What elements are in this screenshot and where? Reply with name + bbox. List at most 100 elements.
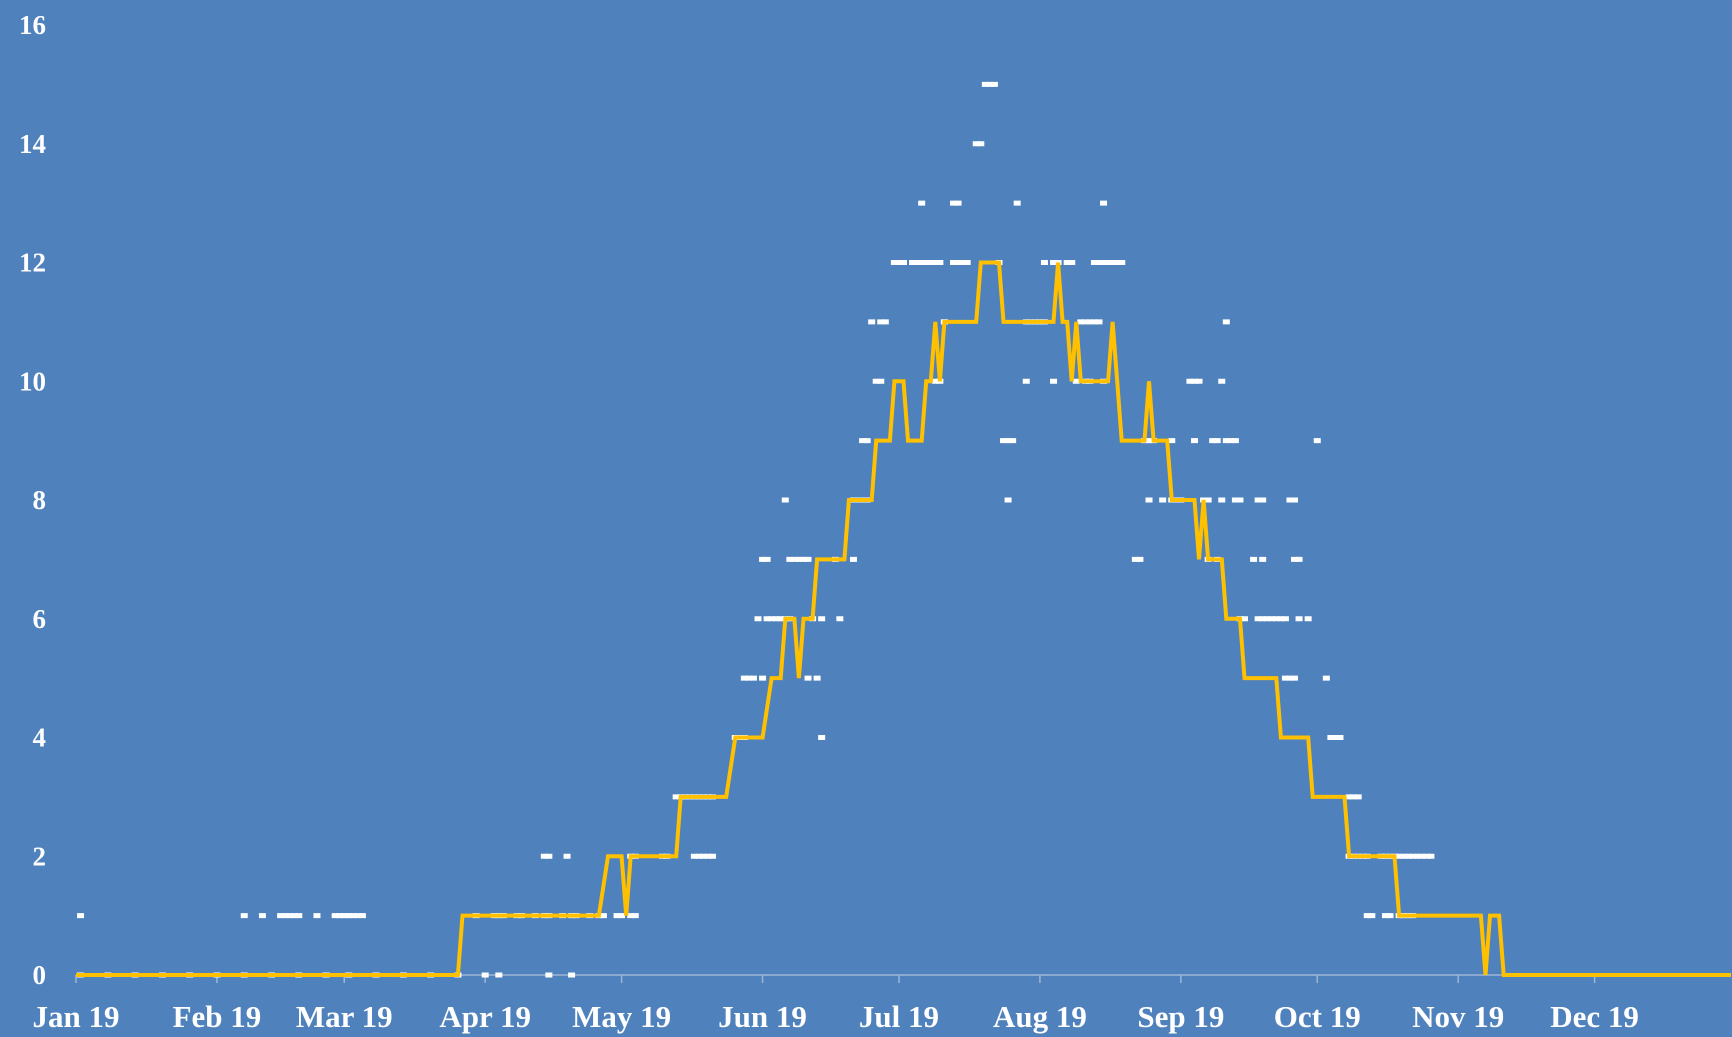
data-point: [354, 913, 362, 919]
data-point: [1268, 616, 1276, 622]
data-point: [1113, 260, 1121, 265]
data-point: [331, 913, 339, 919]
data-point: [690, 853, 698, 859]
data-point: [613, 913, 621, 919]
data-point: [1277, 616, 1285, 622]
data-point: [1081, 319, 1089, 325]
data-point: [872, 378, 880, 384]
data-point: [1281, 616, 1289, 622]
data-point: [913, 260, 921, 265]
data-point: [286, 913, 294, 919]
data-point: [1131, 556, 1139, 562]
data-point: [795, 556, 803, 562]
data-point: [1281, 675, 1289, 681]
data-point: [258, 913, 266, 919]
data-point: [804, 675, 812, 681]
data-point: [749, 675, 757, 681]
data-point: [1327, 735, 1335, 740]
data-point: [1186, 378, 1194, 384]
x-tick-label: Jul 19: [859, 999, 939, 1034]
data-point: [763, 616, 771, 622]
x-tick-label: Feb 19: [173, 999, 262, 1034]
data-point: [1400, 853, 1408, 859]
x-axis-ticks: Jan 19 Feb 19 Mar 19 Apr 19 May 19 Jun 19 Jul …: [33, 975, 1639, 1034]
data-point: [1195, 378, 1203, 384]
x-tick-label: Mar 19: [296, 999, 393, 1034]
data-point: [790, 556, 798, 562]
data-point: [1254, 616, 1262, 622]
data-point: [849, 556, 857, 562]
data-point: [759, 556, 767, 562]
data-point: [1068, 260, 1076, 265]
data-point: [1104, 260, 1112, 265]
data-point: [1072, 378, 1080, 384]
data-point: [1250, 556, 1258, 562]
data-point: [1231, 438, 1239, 444]
data-point: [290, 913, 298, 919]
data-point: [1077, 319, 1085, 325]
data-point: [963, 260, 971, 265]
data-point: [1222, 438, 1230, 444]
data-point: [358, 913, 366, 919]
data-point: [1159, 497, 1167, 503]
data-point: [281, 913, 289, 919]
data-point: [1218, 378, 1226, 384]
data-point: [909, 260, 917, 265]
data-point: [1381, 913, 1389, 919]
data-point: [745, 675, 753, 681]
y-tick-label: 0: [33, 960, 47, 990]
data-point: [1168, 438, 1176, 444]
data-point: [759, 675, 767, 681]
data-point: [1004, 438, 1012, 444]
data-point: [1386, 913, 1394, 919]
data-point: [672, 794, 680, 800]
data-point: [927, 260, 935, 265]
data-point: [918, 200, 926, 206]
x-tick-label: Oct 19: [1274, 999, 1361, 1034]
data-point: [986, 81, 994, 87]
data-point: [1350, 794, 1358, 800]
x-tick-label: Aug 19: [993, 999, 1087, 1034]
data-point: [568, 972, 576, 978]
x-tick-label: May 19: [572, 999, 671, 1034]
data-point: [1236, 497, 1244, 503]
data-point: [1004, 497, 1012, 503]
series-line: [76, 260, 1731, 977]
line-series: [76, 260, 1731, 977]
data-point: [1291, 556, 1299, 562]
data-point: [1404, 853, 1412, 859]
data-point: [1218, 497, 1226, 503]
data-point: [1291, 675, 1299, 681]
data-point: [777, 616, 785, 622]
x-tick-label: Apr 19: [439, 999, 531, 1034]
x-tick-label: Jun 19: [718, 999, 807, 1034]
data-point: [563, 853, 571, 859]
data-point: [740, 675, 748, 681]
data-point: [540, 853, 548, 859]
data-point: [1190, 378, 1198, 384]
data-point: [1100, 260, 1108, 265]
data-point: [799, 556, 807, 562]
data-point: [77, 913, 85, 919]
data-point: [1190, 438, 1198, 444]
data-point: [1090, 260, 1098, 265]
data-point: [972, 141, 980, 147]
data-point: [1263, 616, 1271, 622]
data-point: [277, 913, 285, 919]
data-point: [977, 141, 985, 147]
data-point: [763, 556, 771, 562]
data-point: [709, 853, 717, 859]
data-point: [959, 260, 967, 265]
data-point: [863, 438, 871, 444]
data-point: [922, 260, 930, 265]
data-point: [1331, 735, 1339, 740]
data-point: [1086, 319, 1094, 325]
data-point: [1272, 616, 1280, 622]
data-point: [1313, 438, 1321, 444]
data-point: [627, 913, 635, 919]
data-point: [1241, 616, 1249, 622]
data-point: [859, 438, 867, 444]
data-point: [768, 616, 776, 622]
data-point: [804, 556, 812, 562]
data-point: [1204, 497, 1212, 503]
